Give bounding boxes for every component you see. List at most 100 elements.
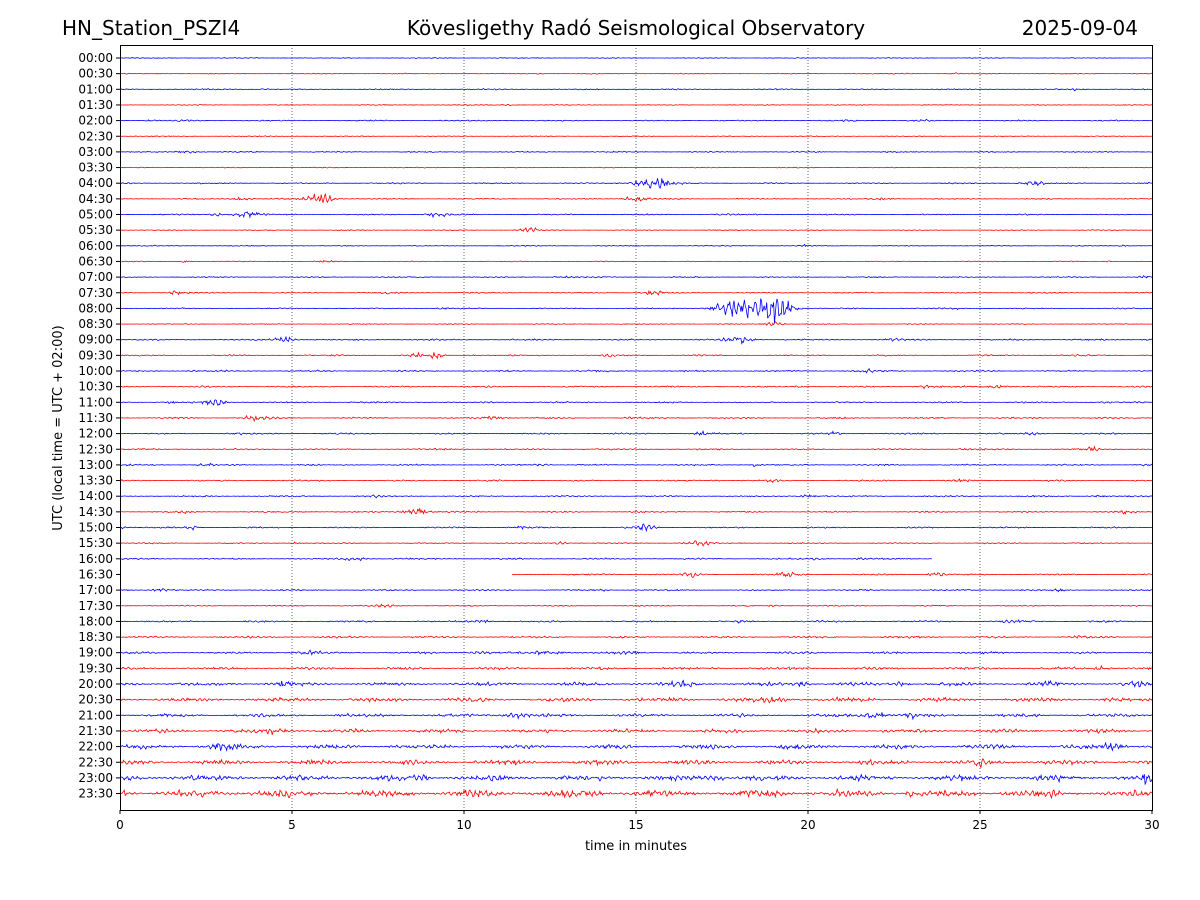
seismic-trace [119,259,1153,263]
x-tick-label: 15 [628,818,643,832]
seismic-trace [119,523,1153,533]
seismic-trace [119,478,1153,484]
y-tick-label: 09:30 [78,348,113,362]
seismic-trace [119,118,1153,122]
seismic-trace [119,664,1153,671]
y-tick-label: 04:00 [78,176,113,190]
seismic-trace [119,72,1153,75]
seismic-trace [119,321,1153,326]
x-tick-labels: 0 5 10 15 20 25 30 [116,810,1160,832]
seismic-trace [119,679,1153,688]
seismic-trace [119,696,1153,704]
grid-lines [291,45,981,810]
seismic-trace [119,289,1153,296]
y-tick-label: 12:30 [78,442,113,456]
seismic-traces [119,57,1153,800]
y-tick-label: 10:30 [78,380,113,394]
y-tick-label: 12:00 [78,427,113,441]
seismic-trace [119,634,1153,639]
x-tick-label: 20 [800,818,815,832]
seismic-trace [119,587,1153,593]
y-tick-label: 09:00 [78,333,113,347]
seismic-trace [119,178,1153,190]
seismic-trace [119,211,1153,219]
seismic-trace [119,135,1153,138]
y-tick-label: 08:30 [78,317,113,331]
y-tick-label: 16:00 [78,552,113,566]
y-tick-label: 13:00 [78,458,113,472]
x-tick-label: 5 [288,818,296,832]
y-tick-label: 00:00 [78,51,113,65]
seismic-trace [119,649,1153,656]
observatory-title: Kövesligethy Radó Seismological Observat… [406,16,866,40]
seismic-trace [119,557,932,562]
seismic-trace [119,368,1153,374]
x-axis-label: time in minutes [585,839,687,854]
seismic-trace [119,727,1153,735]
y-tick-label: 05:30 [78,223,113,237]
seismic-trace [119,226,1153,233]
y-tick-label: 23:00 [78,771,113,785]
station-name: HN_Station_PSZI4 [62,16,241,40]
seismic-trace [119,384,1153,390]
seismic-trace [119,462,1153,467]
seismic-trace [119,445,1153,452]
y-tick-label: 15:30 [78,536,113,550]
y-tick-label: 20:00 [78,677,113,691]
y-tick-label: 19:00 [78,646,113,660]
x-tick-label: 30 [1144,818,1159,832]
y-tick-label: 21:00 [78,708,113,722]
seismic-trace [512,571,1153,578]
y-tick-label: 21:30 [78,724,113,738]
y-tick-label: 13:30 [78,474,113,488]
seismic-trace [119,103,1153,107]
y-tick-label: 17:00 [78,583,113,597]
y-tick-label: 05:00 [78,208,113,222]
y-tick-label: 06:30 [78,254,113,268]
seismic-trace [119,193,1153,204]
y-tick-label: 23:30 [78,787,113,801]
seismic-trace [119,351,1153,360]
seismic-trace [119,507,1153,515]
seismic-trace [119,741,1153,752]
seismic-trace [119,399,1153,407]
seismic-trace [119,166,1153,169]
y-axis-label: UTC (local time = UTC + 02:00) [51,325,66,530]
seismic-trace [119,150,1153,154]
y-tick-label: 19:30 [78,661,113,675]
seismic-trace [119,619,1153,624]
seismic-trace [119,787,1153,800]
y-tick-label: 11:00 [78,395,113,409]
seismic-trace [119,773,1153,786]
seismic-trace [119,540,1153,547]
y-tick-label: 14:30 [78,505,113,519]
y-tick-label: 22:30 [78,755,113,769]
seismic-trace [119,430,1152,436]
x-tick-label: 25 [972,818,987,832]
y-tick-label: 22:00 [78,740,113,754]
y-tick-label: 02:30 [78,129,113,143]
y-tick-label: 11:30 [78,411,113,425]
seismic-trace [119,298,1153,324]
seismic-trace [119,493,1153,499]
y-tick-label: 03:30 [78,161,113,175]
seismic-trace [119,57,1153,59]
plot-frame [120,45,1153,811]
y-tick-label: 17:30 [78,599,113,613]
y-tick-label: 03:00 [78,145,113,159]
seismic-trace [119,88,1153,92]
y-tick-label: 15:00 [78,521,113,535]
seismic-trace [119,603,1153,608]
y-tick-label: 02:00 [78,114,113,128]
y-tick-label: 20:30 [78,693,113,707]
y-tick-label: 04:30 [78,192,113,206]
seismic-trace [119,275,1153,279]
y-tick-label: 08:00 [78,301,113,315]
seismic-trace [119,414,1153,423]
y-tick-label: 10:00 [78,364,113,378]
x-tick-label: 0 [116,818,124,832]
y-tick-label: 18:00 [78,614,113,628]
seismic-trace [119,758,1153,768]
y-tick-label: 07:00 [78,270,113,284]
y-tick-label: 14:00 [78,489,113,503]
